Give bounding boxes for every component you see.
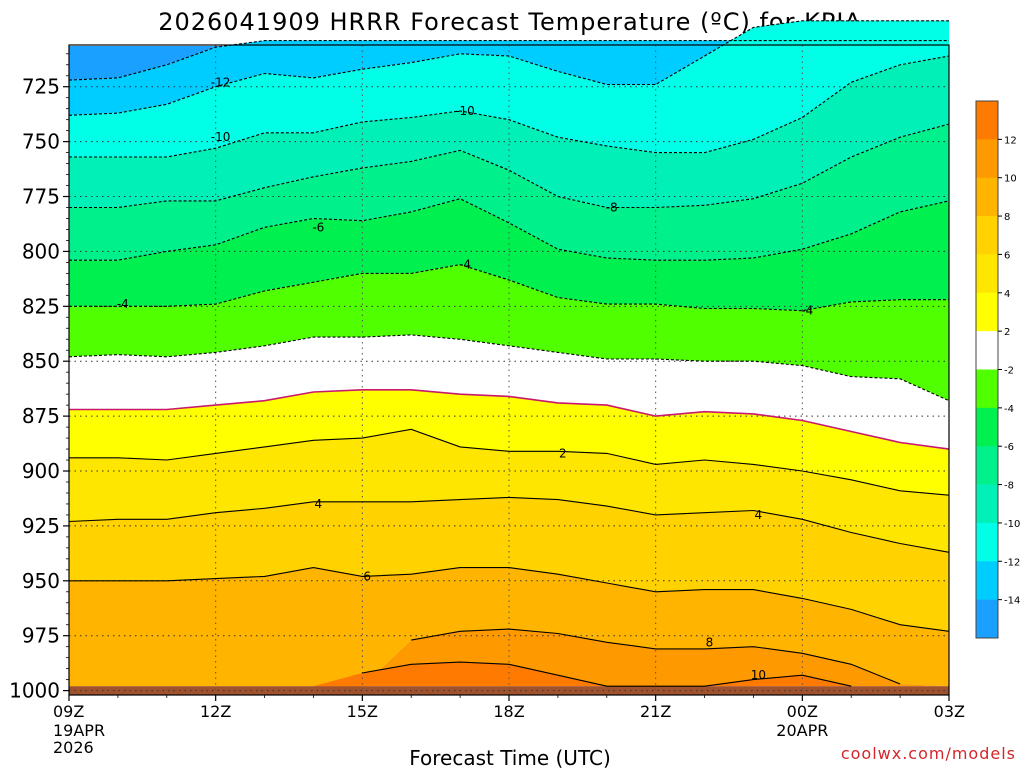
colorbar-swatch — [976, 139, 998, 179]
temperature-band — [69, 56, 949, 208]
x-date-label: 2026 — [53, 738, 94, 757]
colorbar-swatch — [976, 216, 998, 255]
temperature-band — [69, 662, 949, 687]
temperature-band — [69, 124, 949, 261]
x-tick-label: 12Z — [200, 702, 231, 721]
y-tick-label: 825 — [22, 294, 60, 318]
contour-label: -4 — [117, 297, 129, 311]
contour-label: -10 — [455, 104, 475, 118]
chart-title: 2026041909 HRRR Forecast Temperature (ºC… — [158, 8, 862, 36]
colorbar-swatch — [976, 101, 998, 140]
x-tick-label: 21Z — [640, 702, 671, 721]
temperature-band — [69, 629, 949, 687]
y-tick-label: 850 — [22, 349, 60, 373]
contour-label: -4 — [459, 258, 471, 272]
y-tick-label: 800 — [22, 239, 60, 263]
colorbar-tick-label: 8 — [1004, 212, 1010, 223]
colorbar-tick-label: 2 — [1004, 327, 1010, 338]
x-tick-label: 18Z — [493, 702, 524, 721]
temperature-band — [69, 497, 949, 632]
x-tick-label: 15Z — [347, 702, 378, 721]
colorbar-swatch — [976, 177, 998, 217]
y-tick-label: 775 — [22, 185, 60, 209]
isotherm-line — [69, 55, 950, 158]
contour-label: 6 — [363, 569, 371, 583]
colorbar-swatch — [976, 599, 998, 639]
isotherm-line — [69, 264, 949, 312]
x-date-label: 20APR — [776, 721, 828, 740]
colorbar-swatch — [976, 522, 998, 562]
y-tick-label: 925 — [22, 514, 60, 538]
x-date-label: 19APR — [53, 721, 105, 740]
x-tick-label: 00Z — [787, 702, 818, 721]
credit-text: coolwx.com/models — [841, 744, 1016, 763]
colorbar-tick-label: 6 — [1004, 250, 1010, 261]
isotherm-line — [68, 40, 949, 81]
x-axis-label: Forecast Time (UTC) — [409, 746, 611, 768]
contour-label: -8 — [606, 201, 618, 215]
isotherm-line — [69, 123, 950, 209]
temperature-band-fills — [69, 20, 949, 695]
y-tick-label: 1000 — [9, 679, 60, 703]
colorbar-swatch — [976, 446, 998, 485]
isotherm-line — [68, 20, 949, 116]
isotherm-line — [69, 198, 950, 261]
y-tick-label: 750 — [22, 130, 60, 154]
contour-label: 8 — [706, 635, 714, 649]
y-tick-label: 900 — [22, 459, 60, 483]
colorbar-tick-label: -8 — [1004, 481, 1014, 492]
colorbar: 12 10 8 6 4 2 -2 -4 -6 -8 -10 -12 -14 — [975, 100, 1020, 639]
y-tick-label: 950 — [22, 569, 60, 593]
contour-label: 10 — [751, 668, 766, 682]
colorbar-tick-label: -6 — [1004, 442, 1014, 453]
temperature-band — [69, 20, 949, 157]
y-axis: 725 750 775 800 825 850 875 900 925 950 975 1000 — [9, 53, 69, 703]
y-tick-label: 975 — [22, 624, 60, 648]
contour-label: -12 — [211, 75, 231, 89]
isotherm-line — [411, 628, 901, 685]
colorbar-swatch — [976, 331, 998, 370]
colorbar-swatch — [976, 292, 998, 332]
colorbar-swatch — [976, 484, 998, 524]
isotherm-line — [69, 567, 950, 632]
colorbar-tick-label: 4 — [1004, 289, 1010, 300]
colorbar-tick-label: -4 — [1004, 404, 1014, 415]
colorbar-swatch — [976, 369, 998, 409]
contour-labels: -12 -10 -10 -8 -6 -4 -4 -4 2 4 4 6 8 10 — [117, 75, 813, 682]
contour-label: -4 — [801, 304, 813, 318]
colorbar-swatch — [976, 407, 998, 447]
x-tick-label: 09Z — [53, 702, 84, 721]
isotherm-line — [69, 428, 950, 496]
colorbar-tick-label: -2 — [1004, 366, 1014, 377]
y-tick-label: 725 — [22, 75, 60, 99]
colorbar-tick-label: 12 — [1004, 135, 1017, 146]
isotherm-line — [68, 334, 950, 402]
freezing-line — [69, 389, 950, 450]
isotherm-lines — [68, 20, 950, 687]
contour-label: -10 — [211, 130, 231, 144]
contour-label: 2 — [559, 446, 567, 460]
colorbar-tick-label: -14 — [1004, 596, 1020, 607]
contour-label: -6 — [312, 220, 324, 234]
colorbar-tick-label: -10 — [1004, 519, 1020, 530]
contour-label: 4 — [315, 497, 323, 511]
y-tick-label: 875 — [22, 404, 60, 428]
colorbar-swatch — [976, 561, 998, 600]
temperature-band — [69, 264, 949, 401]
isotherm-line — [362, 661, 852, 687]
temperature-band — [69, 567, 949, 687]
contour-label: 4 — [755, 508, 763, 522]
colorbar-tick-label: -12 — [1004, 557, 1020, 568]
colorbar-tick-label: 10 — [1004, 174, 1017, 185]
x-tick-label: 03Z — [934, 702, 965, 721]
colorbar-swatch — [976, 254, 998, 294]
isotherm-line — [68, 496, 950, 553]
